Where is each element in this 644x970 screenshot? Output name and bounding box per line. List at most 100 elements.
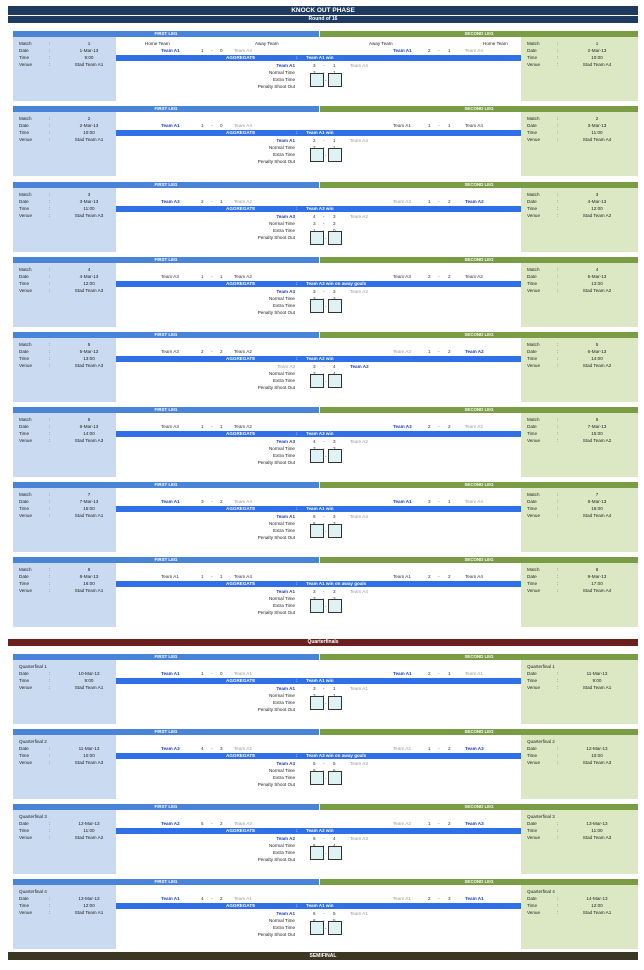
time-label: Time: [527, 356, 537, 361]
aggregate-bar: AGGREGATE: Team A1 win on away goals: [116, 581, 521, 587]
aggregate-team-2: Team A3: [350, 761, 368, 766]
second-leg-away-team: Team A3: [393, 199, 411, 204]
time-value: 14:00: [69, 431, 109, 436]
aggregate-label: AGGREGATE: [226, 828, 255, 834]
date-value: 8-Mar-13: [69, 574, 109, 579]
score-dash: -: [438, 896, 440, 901]
row-label: Extra Time: [273, 528, 295, 533]
colon: :: [49, 363, 50, 368]
first-leg-home-score: 1: [201, 274, 204, 279]
score-dash: -: [325, 529, 327, 534]
aggregate-label: AGGREGATE: [226, 356, 255, 362]
extra-time-input-left: [310, 449, 324, 463]
second-leg-away-score: 1: [428, 746, 431, 751]
match-value: 5: [69, 342, 109, 347]
match-value: 7: [69, 492, 109, 497]
first-leg-info-panel: Match:7 Date:7-Mar-13 Time:15:00 Venue: Stad…: [13, 488, 116, 552]
match-card: FIRST LEG SECOND LEG Match:8 Date:8-Mar-13 T…: [8, 557, 638, 627]
colon: :: [557, 581, 558, 586]
second-leg-home-score: 1: [448, 48, 451, 53]
colon: :: [557, 123, 558, 128]
venue-value: Stad Team A3: [69, 213, 109, 218]
aggregate-bar: AGGREGATE: Team A1 win: [116, 903, 521, 909]
second-leg-away-score: 1: [428, 123, 431, 128]
colon: :: [296, 281, 298, 287]
match-card: FIRST LEG SECOND LEG Match:4 Date:4-Mar-13 T…: [8, 257, 638, 327]
first-leg-away-score: 1: [220, 199, 223, 204]
colon: :: [49, 910, 50, 915]
colon: :: [49, 192, 50, 197]
extra-time-input-right: [328, 771, 342, 785]
score-dash: -: [438, 48, 440, 53]
colon: :: [296, 506, 298, 512]
first-leg-away-team: Team A2: [234, 349, 252, 354]
score-b: 3: [333, 439, 336, 444]
time-value: 13:00: [69, 356, 109, 361]
date-label: Date: [19, 746, 29, 751]
row-label: Extra Time: [273, 303, 295, 308]
time-value: 15:00: [577, 431, 617, 436]
match-label: Match: [527, 567, 540, 572]
date-value: 2-Mar-13: [69, 123, 109, 128]
match-card: FIRST LEG SECOND LEG Quarterfinal 1 Date:10…: [8, 654, 638, 724]
aggregate-bar: AGGREGATE: Team A3 win on away goals: [116, 753, 521, 759]
date-value: 7-Mar-13: [69, 499, 109, 504]
venue-label: Venue: [527, 438, 540, 443]
date-label: Date: [19, 123, 29, 128]
date-label: Date: [19, 574, 29, 579]
colon: :: [557, 588, 558, 593]
row-label: Extra Time: [273, 77, 295, 82]
match-label: Match: [19, 116, 32, 121]
round-of-16-header: Round of 16: [8, 16, 638, 23]
score-a: 2: [313, 138, 316, 143]
colon: :: [296, 130, 298, 136]
score-dash: -: [211, 746, 213, 751]
second-leg-away-score: 2: [428, 48, 431, 53]
colon: :: [49, 678, 50, 683]
aggregate-team-2: Team A4: [350, 514, 368, 519]
score-dash: -: [438, 821, 440, 826]
extra-time-input-left: [310, 696, 324, 710]
colon: :: [49, 281, 50, 286]
colon: :: [557, 753, 558, 758]
colon: :: [557, 288, 558, 293]
colon: :: [557, 760, 558, 765]
match-card: FIRST LEG SECOND LEG Quarterfinal 2 Date:11…: [8, 729, 638, 799]
round-label: Quarterfinal 2: [19, 739, 47, 744]
first-leg-away-team: Team A2: [234, 746, 252, 751]
time-value: 11:00: [577, 828, 617, 833]
match-value: 8: [577, 567, 617, 572]
score-dash: -: [325, 701, 327, 706]
venue-label: Venue: [527, 137, 540, 142]
score-dash: -: [211, 349, 213, 354]
score-dash: -: [325, 851, 327, 856]
venue-value: Stad Team A1: [69, 513, 109, 518]
first-leg-info-panel: Match: 5 Date: 5-Mar-13 Time: 13:00 Venue: Stad…: [13, 338, 116, 402]
row-label: Extra Time: [273, 228, 295, 233]
date-value: 2-Mar-13: [577, 48, 617, 53]
score-dash: -: [438, 424, 440, 429]
row-label: Normal Time: [269, 70, 295, 75]
aggregate-label: AGGREGATE: [226, 506, 255, 512]
match-label: Match: [19, 567, 32, 572]
venue-value: Stad Team A1: [69, 62, 109, 67]
colon: :: [296, 206, 298, 212]
date-value: 13-Mar-13: [69, 896, 109, 901]
colon: :: [557, 48, 558, 53]
score-dash: -: [323, 214, 325, 219]
away-team-caption-2: Away Team: [369, 41, 393, 46]
aggregate-result: Team A3 win: [306, 431, 334, 437]
row-label: Extra Time: [273, 850, 295, 855]
time-label: Time: [527, 903, 537, 908]
score-dash: -: [323, 138, 325, 143]
date-label: Date: [19, 896, 29, 901]
second-leg-away-score: 3: [428, 499, 431, 504]
score-dash: -: [211, 821, 213, 826]
colon: :: [49, 492, 50, 497]
second-leg-away-score: 2: [428, 896, 431, 901]
row-label: Penalty Shoot Out: [258, 707, 295, 712]
second-leg-home-team: Team A1: [465, 896, 484, 901]
score-a: 3: [313, 589, 316, 594]
date-label: Date: [527, 746, 537, 751]
colon: :: [49, 116, 50, 121]
